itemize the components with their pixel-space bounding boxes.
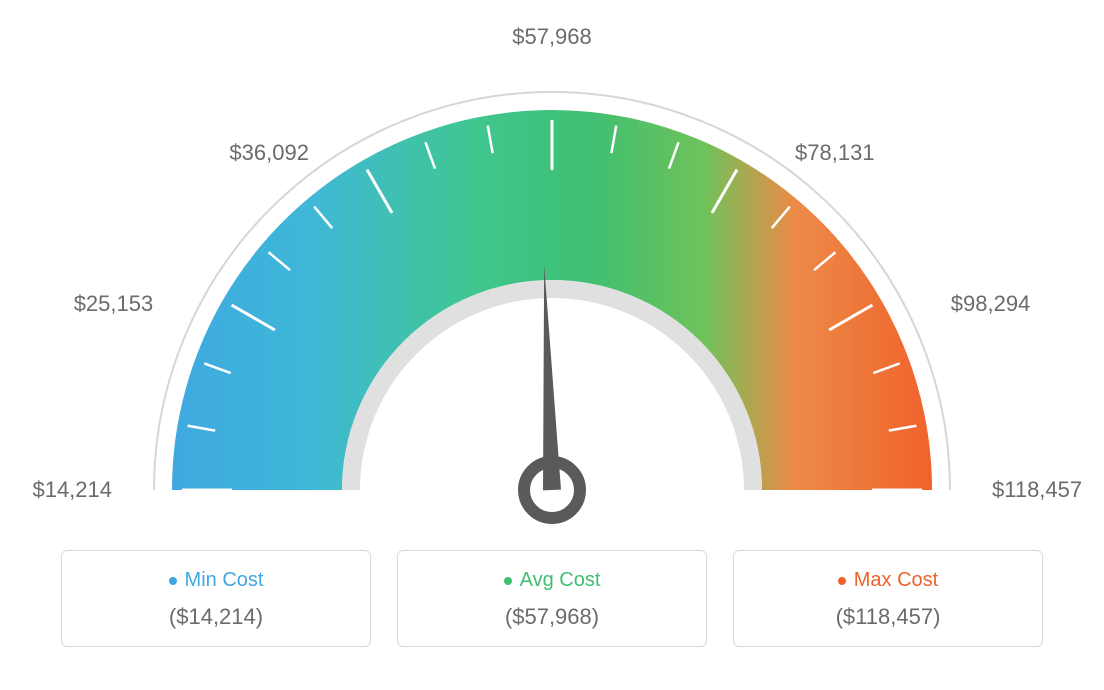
legend-card-max: Max Cost ($118,457)	[733, 550, 1043, 647]
gauge-chart: $14,214 $25,153 $36,092 $57,968 $78,131 $98,2…	[0, 0, 1104, 540]
gauge-svg	[0, 0, 1104, 540]
legend-card-min: Min Cost ($14,214)	[61, 550, 371, 647]
dot-icon	[504, 577, 512, 585]
legend-value-avg: ($57,968)	[398, 604, 706, 630]
legend-title-text: Avg Cost	[520, 569, 601, 592]
legend-row: Min Cost ($14,214) Avg Cost ($57,968) Ma…	[0, 550, 1104, 647]
scale-label: $78,131	[795, 140, 875, 166]
scale-label: $14,214	[32, 477, 112, 503]
legend-value-max: ($118,457)	[734, 604, 1042, 630]
dot-icon	[169, 577, 177, 585]
legend-title-text: Min Cost	[185, 569, 264, 592]
legend-title-text: Max Cost	[854, 569, 938, 592]
scale-label: $98,294	[951, 291, 1031, 317]
legend-card-avg: Avg Cost ($57,968)	[397, 550, 707, 647]
scale-label: $36,092	[229, 140, 309, 166]
scale-label: $25,153	[74, 291, 154, 317]
scale-label: $118,457	[992, 477, 1082, 503]
scale-label: $57,968	[512, 24, 592, 50]
legend-title-max: Max Cost	[838, 569, 938, 592]
dot-icon	[838, 577, 846, 585]
legend-title-avg: Avg Cost	[504, 569, 601, 592]
legend-value-min: ($14,214)	[62, 604, 370, 630]
legend-title-min: Min Cost	[169, 569, 264, 592]
